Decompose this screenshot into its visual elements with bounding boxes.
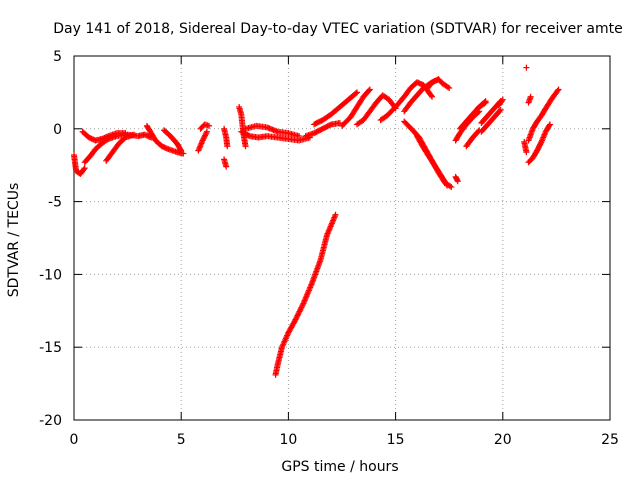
data-point [527,93,534,100]
x-tick-label: 5 [177,432,186,448]
data-point [293,313,300,320]
chart-title: Day 141 of 2018, Sidereal Day-to-day VTE… [53,21,623,37]
data-point [555,86,562,93]
data-point [444,182,451,189]
data-point [428,92,435,99]
data-point [299,301,306,308]
x-tick-label: 0 [70,432,79,448]
data-point [546,122,553,129]
data-point [291,319,298,326]
data-point [294,312,301,319]
data-point [81,165,88,172]
data-point [295,309,302,316]
data-point [352,90,359,97]
data-point [497,106,504,113]
data-point [481,100,488,107]
y-tick-label: -5 [48,195,62,211]
data-points [71,64,562,378]
y-tick-label: -20 [39,413,62,429]
y-tick-label: 5 [53,49,62,65]
plot-frame [73,55,611,421]
data-point [178,147,185,154]
x-tick-label: 15 [387,432,405,448]
x-tick-label: 10 [279,432,297,448]
data-point [498,97,505,104]
data-point [366,86,373,93]
data-point [131,131,138,138]
x-axis-label: GPS time / hours [281,459,398,475]
y-axis-label: SDTVAR / TECUs [6,183,22,298]
data-point [554,87,561,94]
data-point [291,317,298,324]
data-point [203,128,210,135]
y-tick-label: -10 [39,267,62,283]
data-point [523,64,530,71]
data-point [443,181,450,188]
data-point [523,149,530,156]
data-point [206,122,213,129]
data-point [499,96,506,103]
data-point [224,143,231,150]
y-tick-label: 0 [53,122,62,138]
data-point [444,84,451,91]
data-point [446,85,453,92]
data-point [295,311,302,318]
axis-ticks: 0 5 10 15 20 25 -20 -15 -10 -5 0 5 [39,49,619,448]
data-point [537,140,544,147]
y-tick-label: -15 [39,340,62,356]
data-point [297,305,304,312]
data-point [296,133,303,140]
data-point [80,166,87,173]
data-point [223,163,230,170]
data-point [448,184,455,191]
data-point [299,303,306,310]
x-tick-label: 25 [601,432,619,448]
data-point [297,307,304,314]
data-point [546,121,553,128]
data-point [429,93,436,100]
data-point [482,99,489,106]
data-point [296,308,303,315]
data-point [293,315,300,322]
data-point [365,87,372,94]
data-point [332,211,339,218]
data-point [298,304,305,311]
data-point [354,89,361,96]
data-point [245,132,252,139]
data-point [242,143,249,150]
data-point [327,122,334,129]
data-point [292,316,299,323]
x-tick-label: 20 [494,432,512,448]
data-point [496,107,503,114]
data-point [177,146,184,153]
data-point [203,129,210,136]
data-point [454,178,461,185]
